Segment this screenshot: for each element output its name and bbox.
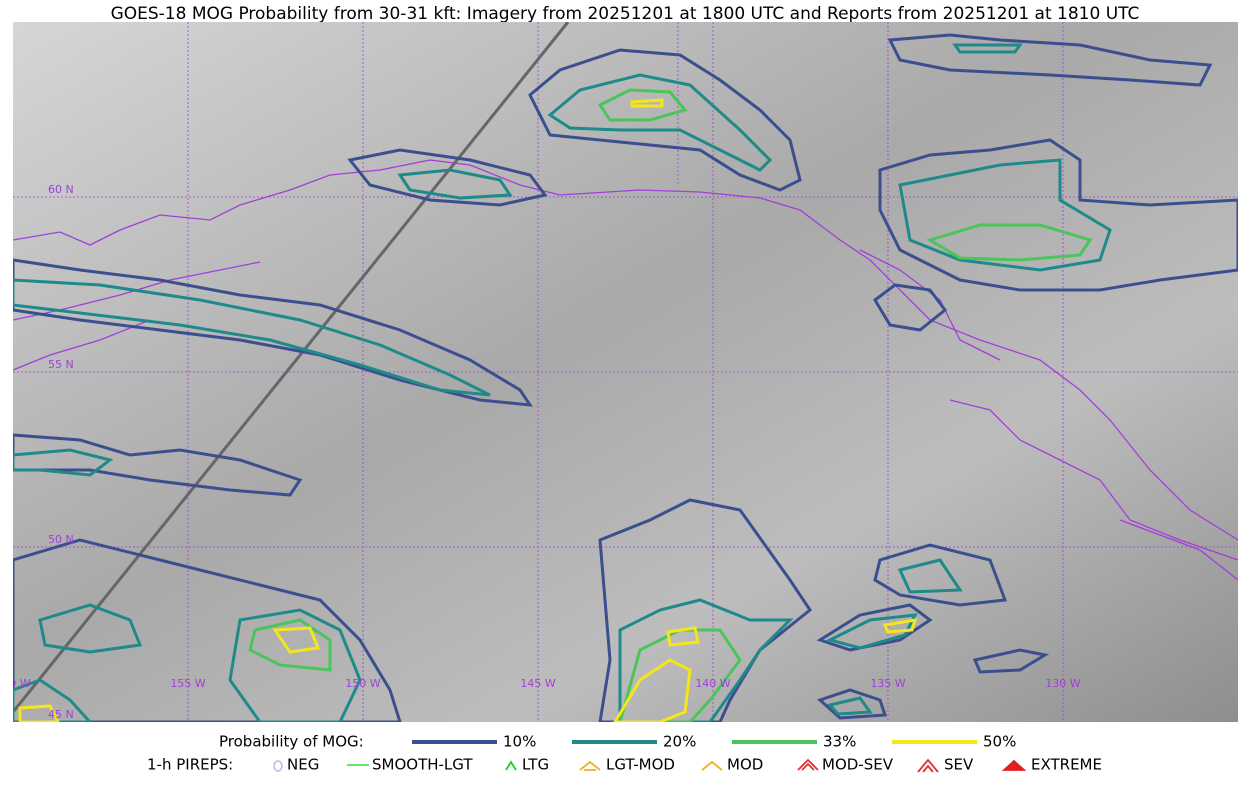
pirep-symbol	[505, 760, 517, 771]
lat-labels: 60 N 55 N 50 N 45 N	[48, 183, 74, 721]
lon-label: 140 W	[695, 677, 730, 690]
pirep-symbol	[1001, 759, 1027, 771]
pirep-symbol	[797, 758, 819, 771]
lat-label: 50 N	[48, 533, 74, 546]
pirep-symbol	[579, 760, 601, 771]
lon-label: 130 W	[1045, 677, 1080, 690]
legend-title: 1-h PIREPS:	[147, 756, 233, 774]
pirep-symbol	[273, 760, 283, 772]
title: GOES-18 MOG Probability from 30-31 kft: …	[111, 4, 1140, 24]
legend-label: SEV	[944, 756, 974, 774]
lon-label: 135 W	[870, 677, 905, 690]
lat-label: 45 N	[48, 708, 74, 721]
pirep-symbol	[917, 758, 939, 773]
lat-label: 60 N	[48, 183, 74, 196]
lon-label: 150 W	[345, 677, 380, 690]
coastline	[13, 159, 1238, 581]
pirep-symbol	[701, 760, 723, 771]
lon-label: 145 W	[520, 677, 555, 690]
lon-label: 160 W	[0, 677, 31, 690]
legend-label: LTG	[522, 756, 549, 774]
grid	[13, 22, 1238, 722]
legend-label: 33%	[823, 733, 856, 751]
mog-contours	[13, 33, 1238, 722]
legend: Probability of MOG: 10% 20% 33% 50% 1-h PIREP…	[147, 733, 1102, 774]
legend-label: MOD	[727, 756, 763, 774]
scan-edge	[13, 22, 570, 713]
legend-label: SMOOTH-LGT	[372, 756, 473, 774]
legend-label: 10%	[503, 733, 536, 751]
lon-label: 155 W	[170, 677, 205, 690]
lon-labels: 160 W 155 W 150 W 145 W 140 W 135 W 130 W	[0, 677, 1081, 690]
legend-label: NEG	[287, 756, 319, 774]
legend-label: 50%	[983, 733, 1016, 751]
legend-label: 20%	[663, 733, 696, 751]
lat-label: 55 N	[48, 358, 74, 371]
legend-label: MOD-SEV	[822, 756, 894, 774]
legend-title: Probability of MOG:	[219, 733, 364, 751]
legend-label: EXTREME	[1031, 756, 1102, 774]
legend-label: LGT-MOD	[606, 756, 675, 774]
map: 60 N 55 N 50 N 45 N 160 W 155 W 150 W 145 W 140…	[0, 22, 1238, 722]
